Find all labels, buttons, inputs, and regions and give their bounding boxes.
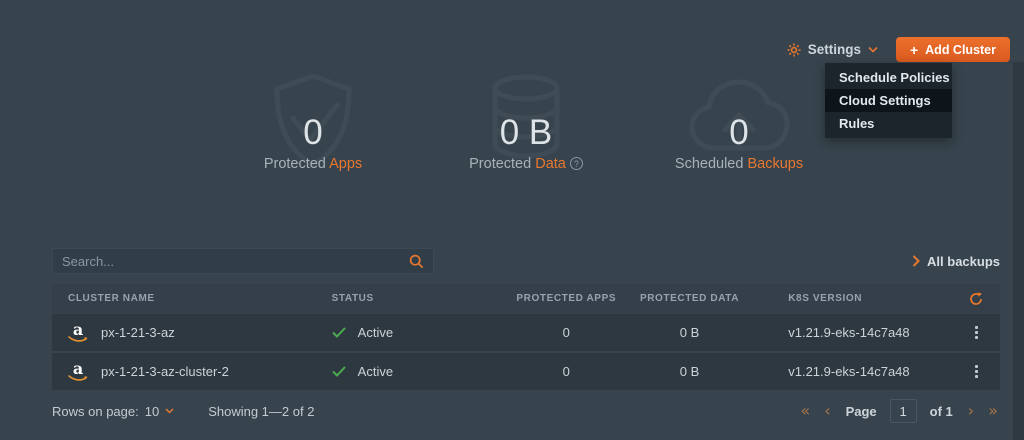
- col-header-protected-apps: Protected Apps: [516, 293, 617, 304]
- aws-letter: a: [72, 358, 84, 378]
- topbar: Settings + Add Cluster: [787, 37, 1010, 62]
- aws-provider-icon: a: [68, 358, 88, 383]
- status-text: Active: [357, 325, 394, 340]
- first-page-button[interactable]: «: [800, 401, 811, 420]
- menu-item-cloud-settings[interactable]: Cloud Settings: [825, 89, 952, 112]
- search-input[interactable]: [62, 253, 409, 269]
- table-row[interactable]: a px-1-21-3-az-cluster-2 Active 0 0 B v1…: [52, 353, 1000, 390]
- showing-range-label: Showing 1—2 of 2: [208, 403, 315, 419]
- cluster-name: px-1-21-3-az: [101, 325, 175, 340]
- menu-item-schedule-policies[interactable]: Schedule Policies: [839, 70, 950, 85]
- stat-value: 0: [303, 113, 323, 152]
- col-header-actions: [953, 291, 1000, 306]
- rows-per-page-label: Rows on page:: [52, 403, 139, 419]
- chevron-right-icon: [912, 255, 920, 267]
- cloud-upload-icon: [684, 70, 794, 170]
- add-cluster-label: Add Cluster: [925, 42, 996, 57]
- next-page-button[interactable]: ›: [967, 401, 975, 420]
- stat-label-accent: Apps: [329, 156, 363, 172]
- col-header-cluster-name: Cluster Name: [68, 293, 155, 304]
- table-footer: Rows on page: 10 Showing 1—2 of 2 « ‹ Pa…: [52, 399, 1000, 423]
- stat-label-accent: Backups: [747, 156, 804, 172]
- settings-label: Settings: [807, 42, 861, 57]
- status-cell: Active: [331, 325, 512, 340]
- page-of-label: of 1: [929, 403, 953, 419]
- stats-row: 0 Protected Apps 0 B Protected Data? 0 S…: [0, 70, 1024, 190]
- all-backups-label: All backups: [927, 253, 1000, 269]
- k8s-version-cell: v1.21.9-eks-14c7a48: [788, 364, 910, 379]
- cluster-name-cell: a px-1-21-3-az: [52, 319, 332, 344]
- table-toolbar: All backups: [52, 248, 1000, 274]
- rows-per-page-value: 10: [144, 403, 160, 419]
- gear-icon: [787, 43, 801, 57]
- table-header-row: Cluster Name Status Protected Apps Prote…: [52, 284, 1000, 313]
- chevron-down-icon: [165, 408, 174, 414]
- search-box: [52, 248, 434, 274]
- status-cell: Active: [331, 364, 512, 379]
- search-icon[interactable]: [409, 254, 424, 269]
- stat-label-muted: Protected: [263, 156, 326, 172]
- stat-label-muted: Protected: [469, 156, 532, 172]
- stat-value: 0: [729, 113, 749, 152]
- stat-label: Protected Data?: [420, 156, 633, 172]
- col-header-k8s-version: K8s Version: [788, 293, 863, 304]
- check-icon: [331, 366, 346, 377]
- check-icon: [331, 327, 346, 338]
- page-number-input[interactable]: [889, 399, 917, 423]
- rows-per-page-select[interactable]: Rows on page: 10: [52, 404, 174, 419]
- cluster-name-cell: a px-1-21-3-az-cluster-2: [52, 358, 332, 383]
- protected-apps-cell: 0: [562, 325, 570, 340]
- clusters-table: Cluster Name Status Protected Apps Prote…: [52, 284, 1000, 390]
- cluster-name: px-1-21-3-az-cluster-2: [101, 364, 229, 379]
- protected-data-cell: 0 B: [679, 325, 700, 340]
- row-actions-cell: [953, 323, 1000, 342]
- stat-protected-data: 0 B Protected Data?: [420, 70, 633, 190]
- database-icon: [478, 70, 574, 170]
- chevron-down-icon: [868, 46, 878, 53]
- shield-check-icon: [263, 70, 363, 170]
- add-cluster-button[interactable]: + Add Cluster: [895, 37, 1010, 62]
- k8s-version-cell: v1.21.9-eks-14c7a48: [788, 325, 910, 340]
- aws-provider-icon: a: [68, 319, 88, 344]
- kebab-menu-icon[interactable]: [972, 362, 981, 381]
- aws-letter: a: [72, 319, 84, 339]
- menu-item-rules[interactable]: Rules: [839, 116, 875, 131]
- stat-label: Protected Apps: [207, 156, 420, 172]
- table-row[interactable]: a px-1-21-3-az Active 0 0 B v1.21.9-eks-…: [52, 314, 1000, 351]
- kebab-menu-icon[interactable]: [972, 323, 981, 342]
- settings-dropdown-menu: Schedule Policies Cloud Settings Rules: [825, 63, 952, 138]
- plus-icon: +: [909, 41, 919, 58]
- col-header-status: Status: [331, 293, 374, 304]
- row-actions-cell: [953, 362, 1000, 381]
- stat-protected-apps: 0 Protected Apps: [207, 70, 420, 190]
- page-label: Page: [845, 403, 877, 419]
- protected-apps-cell: 0: [562, 364, 570, 379]
- stat-label-muted: Scheduled: [674, 156, 744, 172]
- last-page-button[interactable]: »: [988, 401, 998, 420]
- refresh-icon[interactable]: [969, 291, 983, 306]
- stat-label: Scheduled Backups: [633, 156, 846, 172]
- page-right-edge: [1013, 62, 1024, 440]
- stat-scheduled-backups: 0 Scheduled Backups: [633, 70, 846, 190]
- prev-page-button[interactable]: ‹: [824, 401, 831, 420]
- help-icon[interactable]: ?: [569, 157, 583, 170]
- protected-data-cell: 0 B: [679, 364, 700, 379]
- col-header-protected-data: Protected Data: [639, 293, 740, 304]
- stat-value: 0 B: [499, 113, 553, 152]
- all-backups-link[interactable]: All backups: [912, 254, 1000, 269]
- stat-label-accent: Data: [535, 156, 566, 172]
- status-text: Active: [357, 364, 394, 379]
- settings-menu-button[interactable]: Settings: [787, 42, 878, 57]
- pagination: « ‹ Page of 1 › »: [798, 399, 1000, 423]
